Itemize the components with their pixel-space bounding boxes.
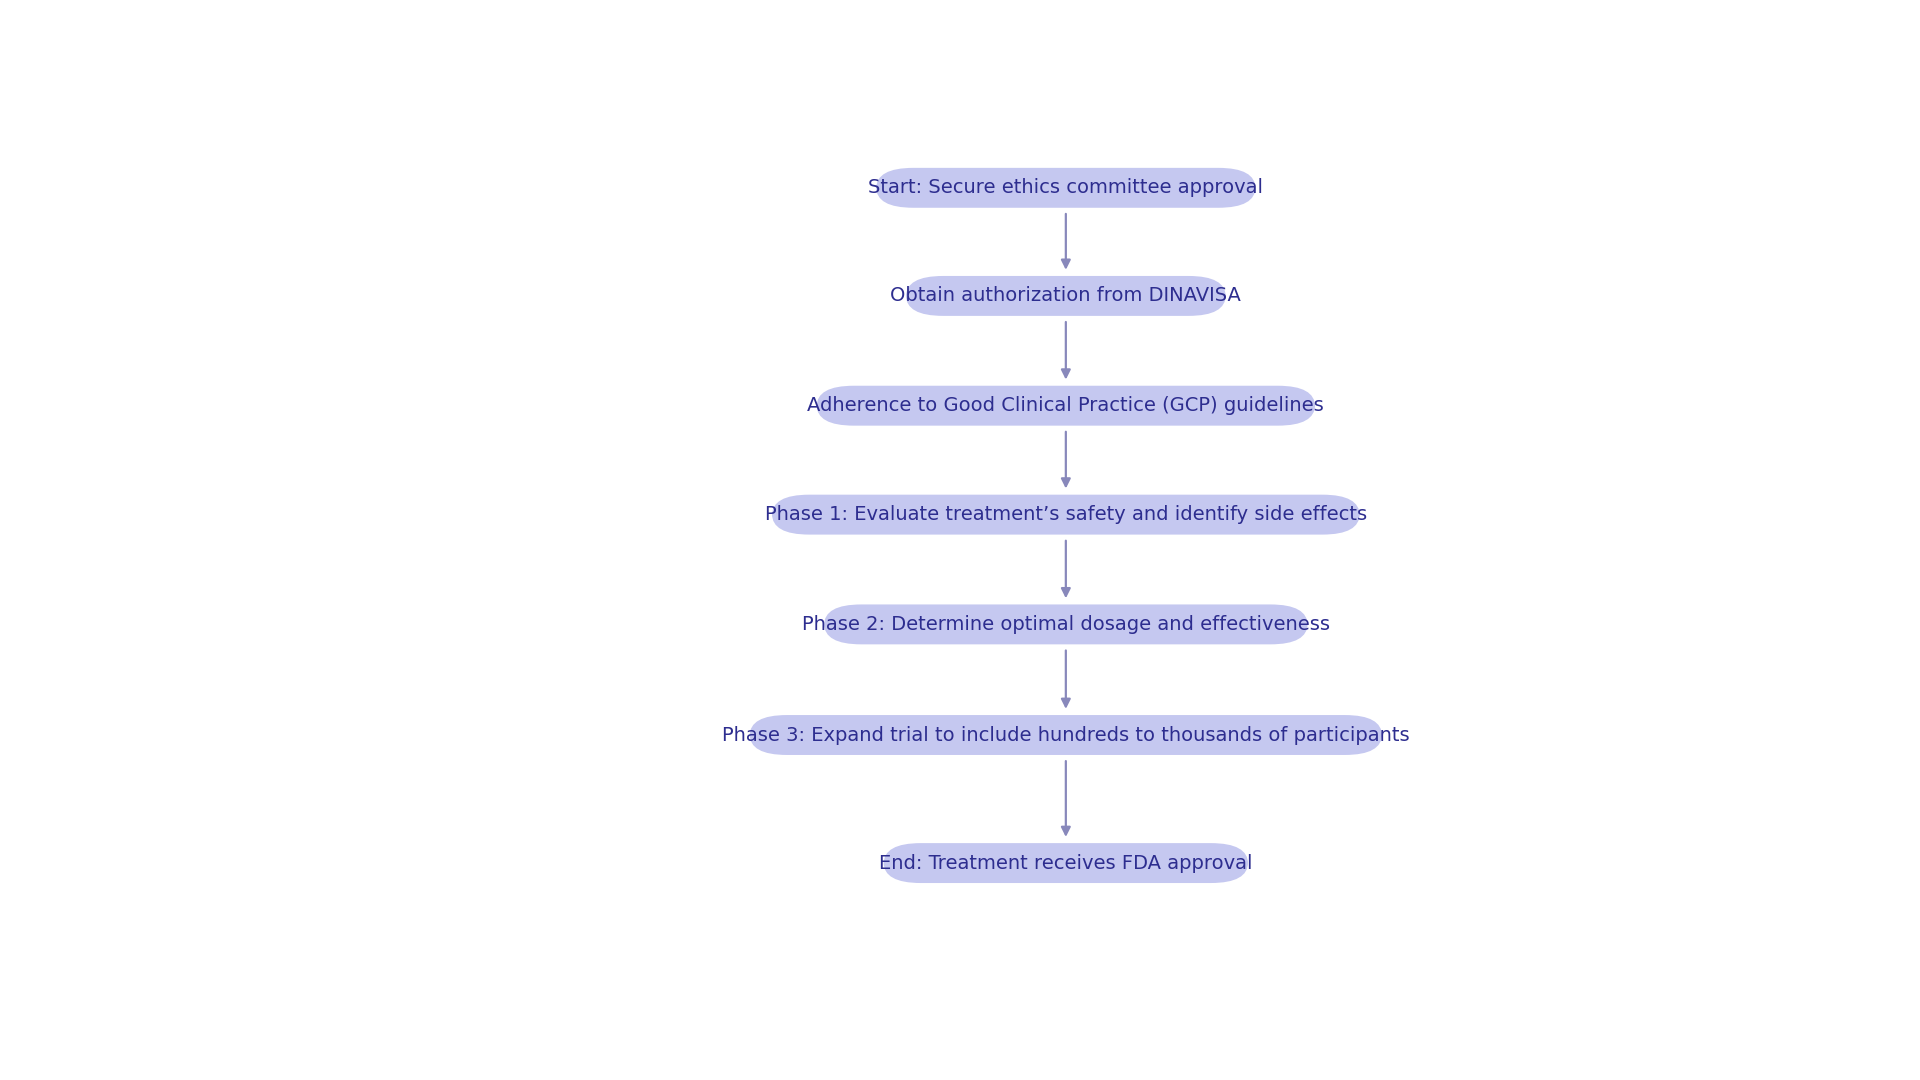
Text: Start: Secure ethics committee approval: Start: Secure ethics committee approval <box>868 178 1263 198</box>
FancyBboxPatch shape <box>883 843 1248 883</box>
FancyBboxPatch shape <box>824 605 1308 645</box>
Text: Phase 1: Evaluate treatment’s safety and identify side effects: Phase 1: Evaluate treatment’s safety and… <box>764 505 1367 524</box>
FancyBboxPatch shape <box>906 276 1225 315</box>
Text: Phase 2: Determine optimal dosage and effectiveness: Phase 2: Determine optimal dosage and ef… <box>803 615 1331 634</box>
FancyBboxPatch shape <box>749 715 1382 755</box>
Text: Phase 3: Expand trial to include hundreds to thousands of participants: Phase 3: Expand trial to include hundred… <box>722 726 1409 744</box>
Text: End: Treatment receives FDA approval: End: Treatment receives FDA approval <box>879 853 1252 873</box>
FancyBboxPatch shape <box>876 167 1256 207</box>
Text: Adherence to Good Clinical Practice (GCP) guidelines: Adherence to Good Clinical Practice (GCP… <box>808 396 1325 415</box>
FancyBboxPatch shape <box>772 495 1359 535</box>
Text: Obtain authorization from DINAVISA: Obtain authorization from DINAVISA <box>891 286 1240 306</box>
FancyBboxPatch shape <box>816 386 1315 426</box>
